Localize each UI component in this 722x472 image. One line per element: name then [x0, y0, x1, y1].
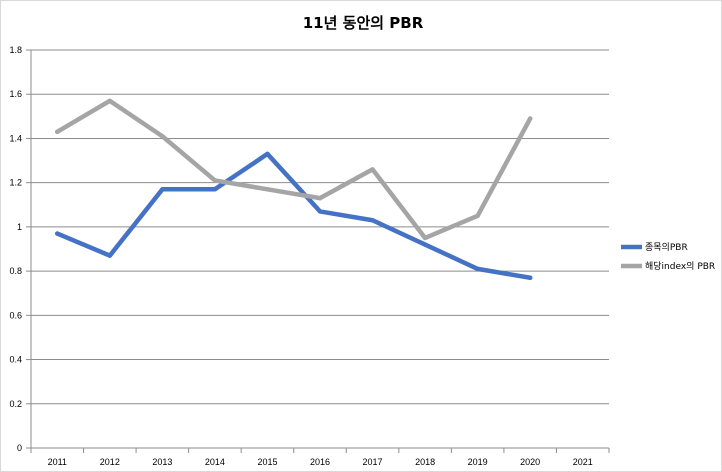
- x-tick-label: 2016: [310, 457, 330, 467]
- x-tick-label: 2020: [520, 457, 540, 467]
- data-point: [370, 218, 375, 223]
- axes: 0 0.2 0.4 0.6 0.8 1 1.2 1.4 1.6 1.8 2011 2012 2013 20…: [9, 45, 610, 467]
- data-point: [422, 242, 428, 247]
- data-point: [317, 209, 323, 214]
- x-tick-label: 2013: [152, 457, 172, 467]
- y-tick-label: 0.8: [9, 266, 22, 276]
- series-line-2: [55, 98, 533, 241]
- data-point: [265, 151, 270, 157]
- y-tick-label: 0.2: [9, 399, 22, 409]
- y-tick-label: 1.8: [9, 45, 22, 55]
- legend: 종목의PBR 해당index의 PBR: [621, 242, 715, 272]
- y-tick-label: 1: [17, 222, 22, 232]
- data-point: [55, 231, 60, 236]
- data-point: [55, 129, 60, 135]
- x-tick-label: 2019: [468, 457, 488, 467]
- data-point: [107, 253, 113, 258]
- data-point: [527, 116, 533, 121]
- data-point: [317, 195, 323, 201]
- x-tick-label: 2012: [100, 457, 120, 467]
- data-point: [265, 187, 270, 192]
- x-tick-label: 2017: [363, 457, 383, 467]
- legend-entry: 종목의PBR: [645, 242, 688, 253]
- y-tick-label: 0: [17, 443, 22, 453]
- legend-entry: 해당index의 PBR: [645, 261, 715, 272]
- chart-title: 11년 동안의 PBR: [303, 14, 424, 32]
- y-tick-label: 1.4: [9, 133, 22, 143]
- x-tick-label: 2021: [573, 457, 593, 467]
- data-point: [527, 275, 533, 280]
- data-point: [475, 266, 480, 272]
- y-tick-label: 0.4: [9, 355, 22, 365]
- x-tick-label: 2018: [415, 457, 435, 467]
- series-lines: [55, 98, 533, 280]
- data-point: [212, 178, 218, 183]
- data-point: [422, 235, 428, 241]
- x-tick-label: 2015: [257, 457, 277, 467]
- data-point: [160, 134, 165, 139]
- data-point: [107, 98, 113, 104]
- y-tick-label: 1.2: [9, 178, 22, 188]
- data-point: [160, 187, 165, 192]
- gridlines: [31, 49, 609, 405]
- data-point: [475, 213, 480, 219]
- y-tick-label: 1.6: [9, 89, 22, 99]
- series-line-1: [55, 151, 533, 280]
- x-tick-label: 2014: [205, 457, 225, 467]
- data-point: [212, 187, 218, 192]
- y-tick-label: 0.6: [9, 310, 22, 320]
- data-point: [370, 167, 375, 172]
- x-tick-label: 2011: [48, 457, 67, 467]
